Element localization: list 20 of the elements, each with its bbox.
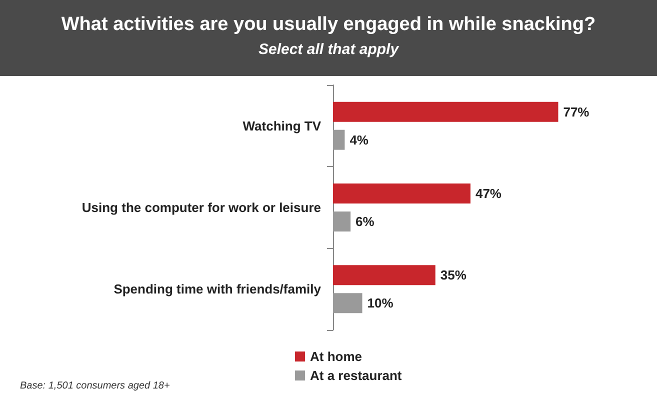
y-tick-label: Spending time with friends/family — [114, 282, 322, 297]
bar — [333, 102, 558, 122]
bar — [333, 293, 362, 314]
y-tick-label: Watching TV — [242, 118, 322, 134]
chart-subtitle: Select all that apply — [258, 41, 400, 58]
data-label: 4% — [350, 132, 369, 148]
bar — [333, 265, 436, 286]
bar — [333, 212, 351, 232]
legend-label: At a restaurant — [310, 368, 402, 383]
text: Base: 1,501 consumers aged 18+ — [20, 380, 170, 392]
bar — [333, 130, 345, 150]
chart-title: What activities are you usually engaged in while snacking? — [61, 14, 596, 35]
data-label: 77% — [563, 104, 590, 120]
bar — [333, 184, 470, 204]
data-label: 47% — [475, 186, 502, 201]
data-label: 10% — [367, 296, 394, 311]
data-label: 35% — [440, 268, 467, 283]
legend-label: At home — [310, 349, 362, 364]
data-label: 6% — [356, 214, 375, 229]
y-tick-label: Using the computer for work or leisure — [82, 200, 321, 215]
